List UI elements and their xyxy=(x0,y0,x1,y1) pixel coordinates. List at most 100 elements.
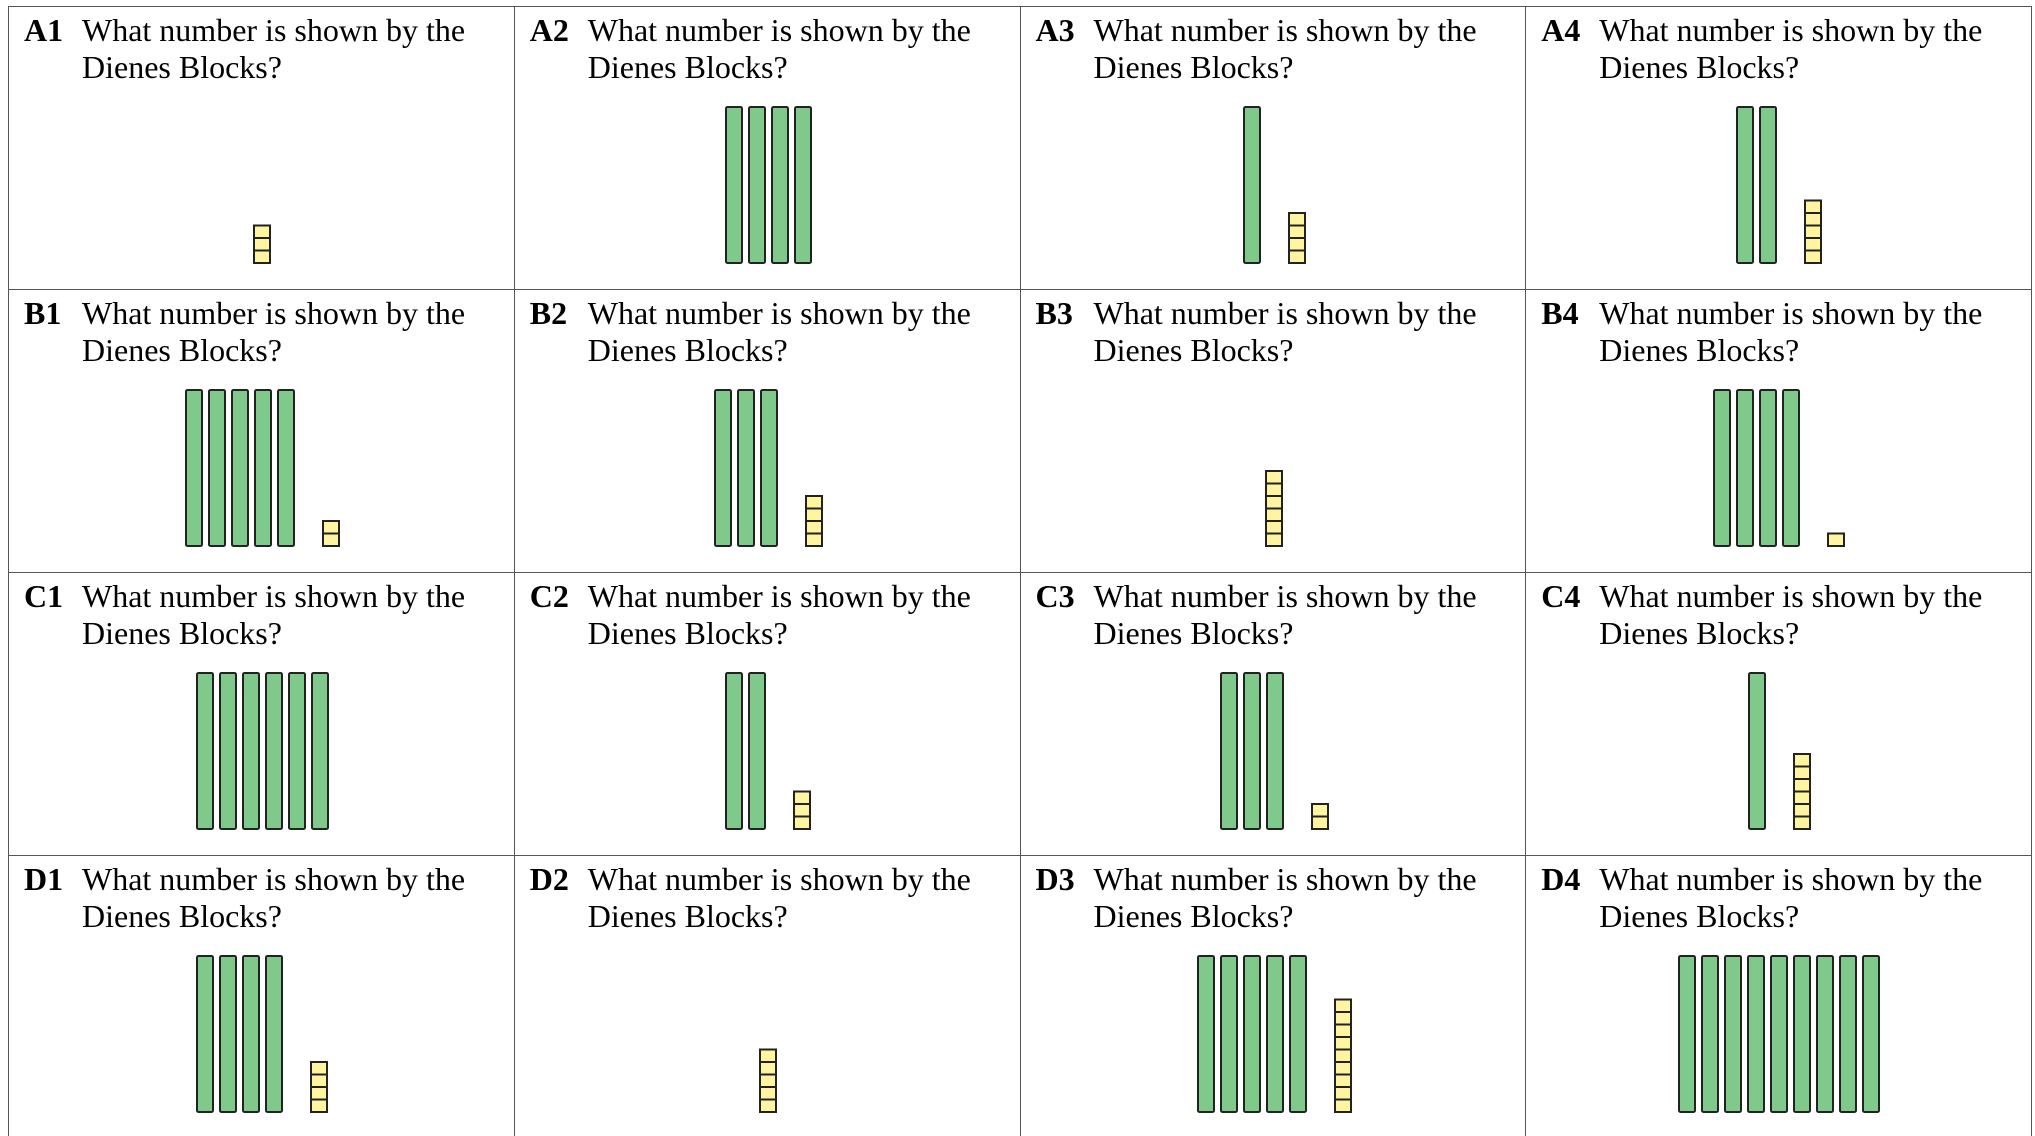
dienes-blocks xyxy=(1021,573,1526,855)
dienes-blocks xyxy=(1526,290,2031,572)
one-cube xyxy=(1335,1000,1351,1013)
ten-rod xyxy=(715,390,731,546)
ten-rod xyxy=(1221,673,1237,829)
one-cube xyxy=(1312,817,1328,830)
one-cube xyxy=(1266,521,1282,534)
one-cube xyxy=(1335,1075,1351,1088)
one-cube xyxy=(806,521,822,534)
dienes-blocks xyxy=(1021,290,1526,572)
one-cube xyxy=(1266,471,1282,484)
one-cube xyxy=(760,1050,776,1063)
one-cube xyxy=(1805,238,1821,251)
ten-rod xyxy=(1760,107,1776,263)
one-cube xyxy=(1266,484,1282,497)
ones-column xyxy=(760,1050,776,1113)
one-cube xyxy=(1335,1100,1351,1113)
one-cube xyxy=(1266,496,1282,509)
dienes-blocks xyxy=(9,7,514,289)
one-cube xyxy=(1794,817,1810,830)
ones-column xyxy=(794,792,810,830)
ten-rod xyxy=(1267,673,1283,829)
one-cube xyxy=(311,1075,327,1088)
ten-rod xyxy=(1198,956,1214,1112)
one-cube xyxy=(1805,226,1821,239)
ten-rod xyxy=(209,390,225,546)
ten-rod xyxy=(1748,956,1764,1112)
ten-rod xyxy=(1702,956,1718,1112)
one-cube xyxy=(760,1075,776,1088)
one-cube xyxy=(806,509,822,522)
one-cube xyxy=(311,1100,327,1113)
ten-rod xyxy=(1679,956,1695,1112)
ten-rod xyxy=(255,390,271,546)
dienes-blocks xyxy=(515,573,1020,855)
ten-rod xyxy=(749,673,765,829)
ones-column xyxy=(1794,754,1810,829)
one-cube xyxy=(311,1087,327,1100)
ones-column xyxy=(806,496,822,546)
ten-rod xyxy=(220,673,236,829)
dienes-blocks xyxy=(1526,856,2031,1136)
one-cube xyxy=(794,792,810,805)
one-cube xyxy=(1289,251,1305,264)
one-cube xyxy=(760,1087,776,1100)
one-cube xyxy=(1266,509,1282,522)
ten-rod xyxy=(1817,956,1833,1112)
ten-rod xyxy=(1267,956,1283,1112)
one-cube xyxy=(794,804,810,817)
ten-rod xyxy=(1737,107,1753,263)
ten-rod xyxy=(243,673,259,829)
ten-rod xyxy=(1244,956,1260,1112)
ten-rod xyxy=(795,107,811,263)
ten-rod xyxy=(1244,673,1260,829)
ten-rod xyxy=(1863,956,1879,1112)
ten-rod xyxy=(186,390,202,546)
one-cube xyxy=(1828,534,1844,547)
ten-rod xyxy=(1794,956,1810,1112)
dienes-blocks xyxy=(1021,7,1526,289)
ten-rod xyxy=(1771,956,1787,1112)
one-cube xyxy=(1335,1025,1351,1038)
one-cube xyxy=(1335,1087,1351,1100)
ones-column xyxy=(254,226,270,264)
one-cube xyxy=(1289,226,1305,239)
one-cube xyxy=(1794,754,1810,767)
ten-rod xyxy=(1840,956,1856,1112)
ones-column xyxy=(323,521,339,546)
ones-column xyxy=(311,1062,327,1112)
one-cube xyxy=(311,1062,327,1075)
dienes-blocks xyxy=(1021,856,1526,1136)
ten-rod xyxy=(1290,956,1306,1112)
dienes-blocks xyxy=(1526,7,2031,289)
one-cube xyxy=(1794,779,1810,792)
ten-rod xyxy=(1714,390,1730,546)
ten-rod xyxy=(749,107,765,263)
ten-rod xyxy=(772,107,788,263)
one-cube xyxy=(806,496,822,509)
ones-column xyxy=(1805,201,1821,264)
one-cube xyxy=(254,238,270,251)
dienes-blocks xyxy=(515,290,1020,572)
ten-rod xyxy=(266,673,282,829)
one-cube xyxy=(1335,1012,1351,1025)
one-cube xyxy=(1289,238,1305,251)
one-cube xyxy=(1335,1037,1351,1050)
ten-rod xyxy=(197,673,213,829)
one-cube xyxy=(323,521,339,534)
one-cube xyxy=(1335,1050,1351,1063)
ten-rod xyxy=(726,107,742,263)
dienes-blocks xyxy=(515,856,1020,1136)
one-cube xyxy=(1805,213,1821,226)
